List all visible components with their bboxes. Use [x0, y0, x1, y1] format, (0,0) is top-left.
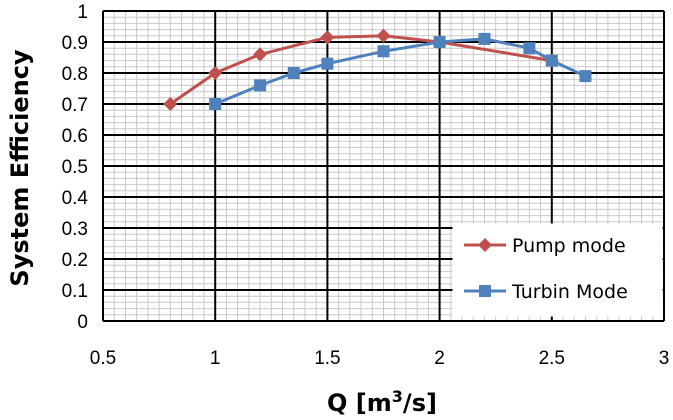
data-point — [209, 98, 222, 110]
y-tick-label: 0.8 — [62, 64, 88, 85]
x-tick-label: 2.5 — [539, 348, 565, 369]
data-point — [377, 45, 390, 58]
data-point — [163, 97, 178, 111]
legend-label: Pump mode — [512, 235, 626, 257]
data-point — [208, 66, 223, 80]
data-point — [321, 57, 334, 70]
x-tick-label: 1 — [210, 348, 221, 369]
data-point — [579, 70, 592, 83]
legend-marker — [479, 285, 491, 297]
y-axis-title: System Efficiency — [6, 49, 34, 287]
series-layer — [163, 28, 592, 111]
data-point — [287, 67, 300, 79]
y-tick-label: 0.1 — [62, 281, 88, 302]
y-tick-label: 0.9 — [62, 33, 88, 54]
legend-item-1: Pump mode — [464, 235, 626, 257]
y-tick-label: 0.2 — [62, 250, 88, 271]
series-2 — [209, 32, 592, 110]
data-point — [478, 32, 491, 45]
data-point — [253, 47, 268, 62]
data-point — [376, 28, 391, 43]
y-tick-labels: 0 0.1 0.2 0.3 0.4 0.5 0.6 0.7 0.8 0.9 1 — [62, 2, 89, 333]
y-tick-label: 0.7 — [62, 95, 88, 116]
data-point — [254, 79, 267, 92]
x-tick-label: 1.5 — [314, 348, 340, 369]
x-tick-label: 2 — [434, 348, 445, 369]
x-tick-labels: 0.5 1 1.5 2 2.5 3 — [90, 348, 670, 369]
legend-item-2: Turbin Mode — [464, 281, 628, 303]
legend-marker — [478, 238, 492, 252]
x-axis-title: Q [m3/s] — [327, 387, 437, 417]
data-point — [545, 54, 558, 67]
legend-label: Turbin Mode — [511, 281, 628, 303]
series-line — [214, 37, 587, 106]
legend-box — [452, 223, 663, 317]
y-tick-label: 0.4 — [62, 188, 89, 209]
data-point — [523, 42, 536, 55]
y-tick-label: 0.6 — [62, 126, 88, 147]
data-point — [320, 30, 335, 45]
y-tick-label: 1 — [77, 2, 88, 23]
y-tick-label: 0 — [77, 312, 88, 333]
x-tick-label: 0.5 — [90, 348, 116, 369]
x-tick-label: 3 — [659, 348, 670, 369]
y-tick-label: 0.3 — [62, 219, 88, 240]
legend: Pump mode Turbin Mode — [452, 223, 663, 317]
data-point — [433, 36, 446, 48]
y-tick-label: 0.5 — [62, 157, 88, 178]
